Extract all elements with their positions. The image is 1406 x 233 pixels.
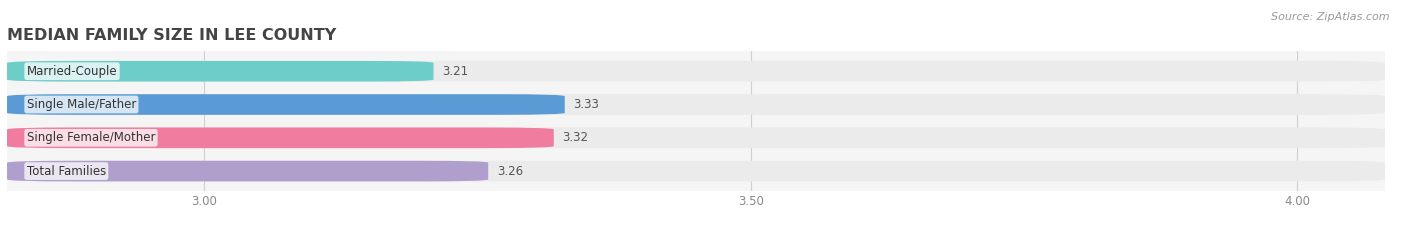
FancyBboxPatch shape <box>7 61 1385 82</box>
FancyBboxPatch shape <box>7 61 433 82</box>
Text: Source: ZipAtlas.com: Source: ZipAtlas.com <box>1271 12 1389 22</box>
Text: Married-Couple: Married-Couple <box>27 65 117 78</box>
FancyBboxPatch shape <box>7 94 1385 115</box>
Text: 3.26: 3.26 <box>496 164 523 178</box>
Text: 3.32: 3.32 <box>562 131 589 144</box>
FancyBboxPatch shape <box>7 161 1385 182</box>
Text: Single Male/Father: Single Male/Father <box>27 98 136 111</box>
Text: Total Families: Total Families <box>27 164 105 178</box>
Text: MEDIAN FAMILY SIZE IN LEE COUNTY: MEDIAN FAMILY SIZE IN LEE COUNTY <box>7 28 336 43</box>
Text: 3.33: 3.33 <box>574 98 599 111</box>
FancyBboxPatch shape <box>7 127 1385 148</box>
Text: Single Female/Mother: Single Female/Mother <box>27 131 155 144</box>
FancyBboxPatch shape <box>7 161 488 182</box>
FancyBboxPatch shape <box>7 127 554 148</box>
FancyBboxPatch shape <box>7 94 565 115</box>
Text: 3.21: 3.21 <box>443 65 468 78</box>
